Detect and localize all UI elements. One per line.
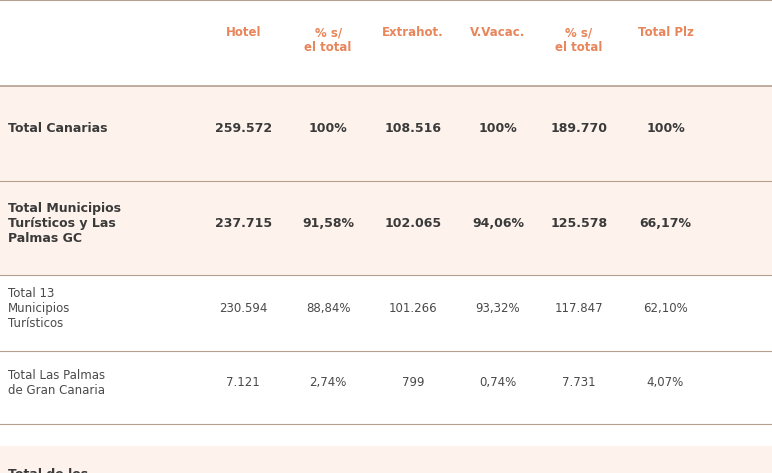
Text: Total de los
74 municipios
restantes: Total de los 74 municipios restantes	[8, 468, 105, 473]
Text: Total 13
Municipios
Turísticos: Total 13 Municipios Turísticos	[8, 287, 70, 330]
Text: 100%: 100%	[309, 122, 347, 135]
Text: Total Municipios
Turísticos y Las
Palmas GC: Total Municipios Turísticos y Las Palmas…	[8, 202, 120, 245]
Text: 66,17%: 66,17%	[639, 217, 692, 230]
Text: Total Las Palmas
de Gran Canaria: Total Las Palmas de Gran Canaria	[8, 369, 105, 397]
Bar	[0, 86, 772, 181]
Text: % s/
el total: % s/ el total	[304, 26, 352, 54]
Text: 259.572: 259.572	[215, 122, 272, 135]
Text: 62,10%: 62,10%	[643, 302, 688, 315]
Text: 88,84%: 88,84%	[306, 302, 350, 315]
Text: 0,74%: 0,74%	[479, 377, 516, 389]
Text: Total Canarias: Total Canarias	[8, 122, 107, 135]
Text: Extrahot.: Extrahot.	[382, 26, 444, 39]
Text: 189.770: 189.770	[550, 122, 608, 135]
Text: 94,06%: 94,06%	[472, 217, 524, 230]
Bar	[0, 446, 772, 473]
Text: Total Plz: Total Plz	[638, 26, 693, 39]
Text: 102.065: 102.065	[384, 217, 442, 230]
Text: V.Vacac.: V.Vacac.	[470, 26, 526, 39]
Text: 93,32%: 93,32%	[476, 302, 520, 315]
Text: 101.266: 101.266	[389, 302, 437, 315]
Text: % s/
el total: % s/ el total	[555, 26, 603, 54]
Text: 2,74%: 2,74%	[310, 377, 347, 389]
Text: 100%: 100%	[646, 122, 685, 135]
Text: 799: 799	[401, 377, 425, 389]
Bar	[0, 181, 772, 275]
Text: 237.715: 237.715	[215, 217, 272, 230]
Text: 4,07%: 4,07%	[647, 377, 684, 389]
Text: 7.121: 7.121	[226, 377, 260, 389]
Text: 125.578: 125.578	[550, 217, 608, 230]
Text: 91,58%: 91,58%	[302, 217, 354, 230]
Text: 117.847: 117.847	[555, 302, 603, 315]
Text: 7.731: 7.731	[562, 377, 596, 389]
Text: 100%: 100%	[479, 122, 517, 135]
Text: 230.594: 230.594	[219, 302, 267, 315]
Text: 108.516: 108.516	[384, 122, 442, 135]
Text: Hotel: Hotel	[225, 26, 261, 39]
